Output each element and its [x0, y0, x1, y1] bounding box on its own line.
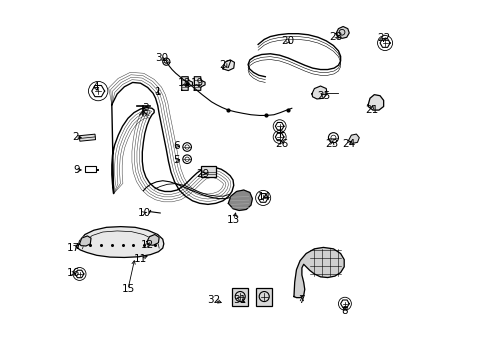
Text: 11: 11 — [134, 254, 147, 264]
Text: 30: 30 — [154, 53, 167, 63]
Polygon shape — [79, 134, 95, 141]
Text: 18: 18 — [178, 78, 191, 88]
Polygon shape — [367, 95, 383, 110]
Polygon shape — [311, 86, 326, 99]
FancyBboxPatch shape — [231, 288, 248, 306]
Text: 19: 19 — [190, 78, 203, 88]
Polygon shape — [194, 77, 204, 90]
Polygon shape — [348, 134, 359, 143]
Text: 10: 10 — [137, 208, 150, 218]
Text: 3: 3 — [142, 103, 149, 113]
Text: 9: 9 — [73, 165, 80, 175]
Text: 16: 16 — [66, 268, 80, 278]
Polygon shape — [182, 77, 192, 90]
Text: 12: 12 — [141, 239, 154, 249]
Text: 8: 8 — [341, 306, 347, 316]
Text: 13: 13 — [226, 215, 240, 225]
Text: 17: 17 — [66, 243, 80, 253]
Text: 29: 29 — [196, 168, 209, 179]
Text: 28: 28 — [329, 32, 342, 41]
Text: 5: 5 — [173, 155, 179, 165]
Text: 14: 14 — [257, 192, 270, 202]
Text: 22: 22 — [376, 33, 389, 43]
Polygon shape — [335, 27, 348, 39]
Polygon shape — [293, 247, 344, 298]
Text: 15: 15 — [121, 284, 134, 294]
Text: 23: 23 — [325, 139, 338, 149]
FancyBboxPatch shape — [255, 288, 272, 306]
Text: 25: 25 — [316, 91, 329, 101]
Text: 20: 20 — [281, 36, 293, 46]
Text: 32: 32 — [207, 295, 220, 305]
Text: 6: 6 — [173, 141, 179, 151]
Polygon shape — [223, 60, 234, 71]
Text: 7: 7 — [298, 295, 305, 305]
Polygon shape — [80, 236, 91, 246]
Text: 27: 27 — [219, 60, 232, 70]
Text: 26: 26 — [275, 139, 288, 149]
Polygon shape — [228, 190, 252, 211]
FancyBboxPatch shape — [201, 166, 215, 177]
Text: 21: 21 — [365, 105, 378, 115]
Polygon shape — [147, 234, 159, 245]
Text: 4: 4 — [92, 82, 99, 92]
Text: 1: 1 — [155, 87, 162, 97]
Polygon shape — [78, 226, 163, 257]
Text: 2: 2 — [72, 132, 79, 142]
Text: 31: 31 — [233, 295, 246, 305]
Text: 24: 24 — [341, 139, 354, 149]
